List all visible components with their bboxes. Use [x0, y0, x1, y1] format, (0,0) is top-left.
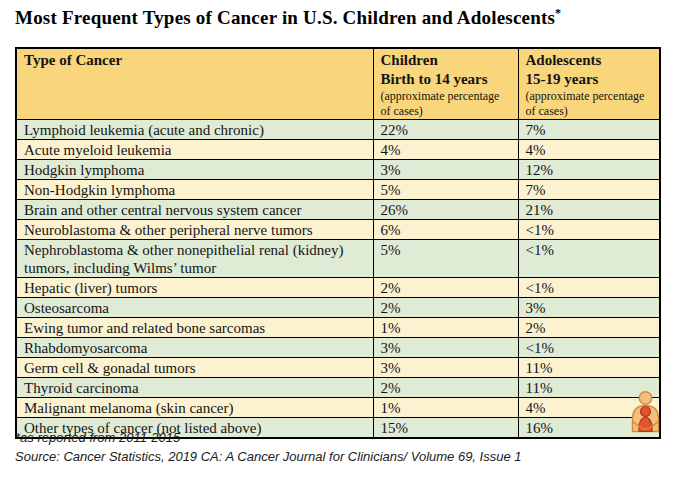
page-title: Most Frequent Types of Cancer in U.S. Ch…: [15, 6, 561, 29]
table-row: Acute myeloid leukemia4%4%: [16, 140, 660, 160]
cancer-type-cell: Osteosarcoma: [16, 298, 373, 318]
cancer-type-cell: Hepatic (liver) tumors: [16, 278, 373, 298]
children-percent-cell: 26%: [373, 200, 518, 220]
adolescents-percent-cell: 2%: [518, 318, 660, 338]
table-row: Malignant melanoma (skin cancer)1%4%: [16, 398, 660, 418]
children-percent-cell: 2%: [373, 298, 518, 318]
children-column-note: (approximate percentage of cases): [381, 89, 503, 119]
cancer-type-cell: Germ cell & gonadal tumors: [16, 358, 373, 378]
table-row: Germ cell & gonadal tumors3%11%: [16, 358, 660, 378]
table-row: Hodgkin lymphoma3%12%: [16, 160, 660, 180]
children-percent-cell: 15%: [373, 418, 518, 439]
cancer-type-cell: Nephroblastoma & other nonepithelial ren…: [16, 240, 373, 278]
cancer-type-cell: Ewing tumor and related bone sarcomas: [16, 318, 373, 338]
cancer-type-cell: Rhabdomyosarcoma: [16, 338, 373, 358]
table-row: Ewing tumor and related bone sarcomas1%2…: [16, 318, 660, 338]
children-column-label: Children: [381, 51, 511, 70]
adolescents-percent-cell: 11%: [518, 358, 660, 378]
column-header-adolescents: Adolescents 15-19 years (approximate per…: [518, 48, 660, 120]
adolescents-column-label: Adolescents: [526, 51, 653, 70]
title-asterisk: *: [555, 6, 561, 20]
children-percent-cell: 5%: [373, 240, 518, 278]
adolescents-percent-cell: <1%: [518, 338, 660, 358]
table-row: Neuroblastoma & other peripheral nerve t…: [16, 220, 660, 240]
column-header-type-of-cancer: Type of Cancer: [16, 48, 373, 120]
adolescents-percent-cell: 3%: [518, 298, 660, 318]
children-percent-cell: 2%: [373, 378, 518, 398]
children-percent-cell: 5%: [373, 180, 518, 200]
children-percent-cell: 3%: [373, 358, 518, 378]
adolescents-percent-cell: <1%: [518, 278, 660, 298]
table-row: Non-Hodgkin lymphoma5%7%: [16, 180, 660, 200]
cancer-type-cell: Malignant melanoma (skin cancer): [16, 398, 373, 418]
adolescents-percent-cell: 7%: [518, 180, 660, 200]
cancer-frequency-table: Type of Cancer Children Birth to 14 year…: [15, 47, 661, 439]
figure-page: Most Frequent Types of Cancer in U.S. Ch…: [0, 0, 681, 478]
footnote: *as reported from 2011-2015: [15, 430, 180, 445]
children-percent-cell: 4%: [373, 140, 518, 160]
cancer-type-cell: Lymphoid leukemia (acute and chronic): [16, 120, 373, 140]
cancer-type-cell: Neuroblastoma & other peripheral nerve t…: [16, 220, 373, 240]
page-title-text: Most Frequent Types of Cancer in U.S. Ch…: [15, 7, 555, 28]
column-header-children: Children Birth to 14 years (approximate …: [373, 48, 518, 120]
adolescents-percent-cell: 21%: [518, 200, 660, 220]
table-row: Thyroid carcinoma2%11%: [16, 378, 660, 398]
children-percent-cell: 22%: [373, 120, 518, 140]
children-percent-cell: 1%: [373, 318, 518, 338]
cancer-type-cell: Non-Hodgkin lymphoma: [16, 180, 373, 200]
table-row: Lymphoid leukemia (acute and chronic)22%…: [16, 120, 660, 140]
adolescents-column-note: (approximate percentage of cases): [526, 89, 648, 119]
column-header-type-label: Type of Cancer: [24, 51, 366, 70]
adolescents-percent-cell: <1%: [518, 220, 660, 240]
cancer-type-cell: Brain and other central nervous system c…: [16, 200, 373, 220]
children-age-range: Birth to 14 years: [381, 70, 511, 89]
cancer-type-cell: Thyroid carcinoma: [16, 378, 373, 398]
table-row: Nephroblastoma & other nonepithelial ren…: [16, 240, 660, 278]
children-percent-cell: 6%: [373, 220, 518, 240]
children-percent-cell: 3%: [373, 338, 518, 358]
adult-holding-child-icon: [629, 390, 662, 433]
table-header: Type of Cancer Children Birth to 14 year…: [16, 48, 660, 120]
adolescents-percent-cell: <1%: [518, 240, 660, 278]
header-row: Type of Cancer Children Birth to 14 year…: [16, 48, 660, 120]
children-percent-cell: 1%: [373, 398, 518, 418]
adolescents-percent-cell: 7%: [518, 120, 660, 140]
adolescents-percent-cell: 12%: [518, 160, 660, 180]
adolescents-age-range: 15-19 years: [526, 70, 653, 89]
table-row: Rhabdomyosarcoma3%<1%: [16, 338, 660, 358]
adolescents-percent-cell: 4%: [518, 140, 660, 160]
table-row: Osteosarcoma2%3%: [16, 298, 660, 318]
cancer-type-cell: Acute myeloid leukemia: [16, 140, 373, 160]
source-citation: Source: Cancer Statistics, 2019 CA: A Ca…: [15, 449, 522, 464]
table-row: Brain and other central nervous system c…: [16, 200, 660, 220]
children-percent-cell: 3%: [373, 160, 518, 180]
table-row: Hepatic (liver) tumors2%<1%: [16, 278, 660, 298]
table-body: Lymphoid leukemia (acute and chronic)22%…: [16, 120, 660, 439]
cancer-type-cell: Hodgkin lymphoma: [16, 160, 373, 180]
children-percent-cell: 2%: [373, 278, 518, 298]
